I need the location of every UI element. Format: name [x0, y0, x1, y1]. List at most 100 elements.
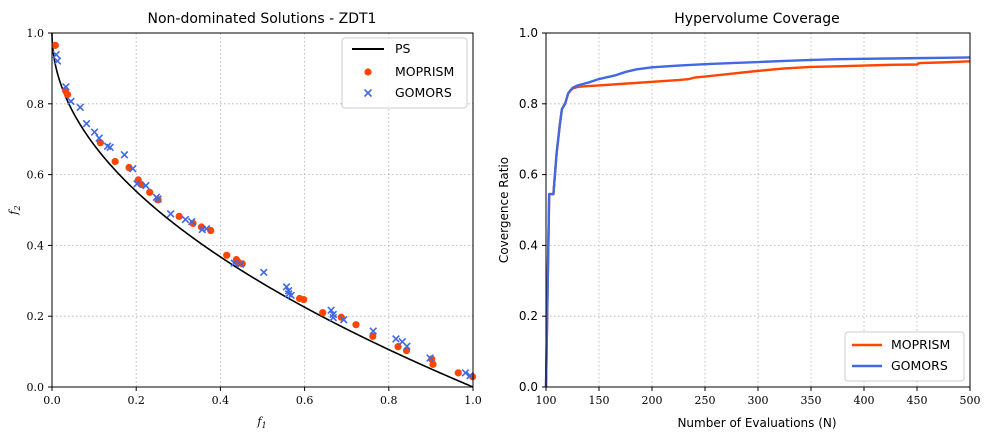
- y-tick-label: 0.4: [27, 239, 45, 252]
- gomors-point: [327, 306, 335, 315]
- moprism-point: [352, 321, 360, 329]
- x-tick-label: 350: [801, 394, 822, 407]
- legend-gomors-label: GOMORS: [891, 358, 948, 373]
- gomors-point: [62, 82, 70, 91]
- gomors-point: [287, 291, 295, 300]
- gomors-point: [52, 50, 61, 59]
- ticks: 0.0 0.2 0.4 0.6 0.8 1.0 0.0 0.2 0.4 0.6 0.8 1.0: [27, 27, 482, 407]
- gomors-point: [67, 97, 75, 106]
- gomors-point: [282, 282, 291, 291]
- gomors-point: [403, 342, 411, 351]
- legend-box: [341, 37, 468, 109]
- gomors-point: [236, 260, 245, 269]
- moprism-point: [63, 90, 72, 99]
- gomors-point: [259, 268, 268, 277]
- y-tick-label: 0.6: [519, 168, 538, 182]
- gomors-point: [392, 334, 400, 343]
- gomors-point: [466, 371, 474, 380]
- x-tick-label: 400: [854, 394, 875, 407]
- y-tick-label: 0.2: [519, 309, 538, 323]
- y-tick-label: 0.2: [27, 310, 45, 323]
- legend: PS MOPRISM GOMORS: [341, 37, 468, 109]
- gomors-point: [329, 313, 338, 322]
- x-axis-label: Number of Evaluations (N): [677, 416, 836, 430]
- moprism-point: [223, 251, 231, 259]
- plot-area: [51, 33, 477, 388]
- legend-gomors-label: GOMORS: [395, 85, 452, 100]
- y-tick-label: 0.0: [27, 381, 45, 394]
- x-tick-label: 300: [748, 394, 769, 407]
- pareto-front-panel: Non-dominated Solutions - ZDT1 0.0 0.2 0.4…: [7, 11, 482, 430]
- y-tick-label: 0.4: [519, 238, 538, 252]
- x-tick-label: 1.0: [464, 394, 482, 407]
- moprism-point: [369, 332, 377, 340]
- x-axis-label: f1: [256, 415, 266, 430]
- gomors-point: [461, 368, 470, 377]
- moprism-point: [146, 188, 154, 196]
- gomors-point: [339, 315, 348, 324]
- x-tick-label: 100: [536, 394, 557, 407]
- moprism-point: [429, 360, 437, 368]
- ticks: 100 150 200 250 300 350 400 450 500 0.0 0.2 0.4 0.6 0…: [519, 26, 981, 407]
- legend-moprism-label: MOPRISM: [891, 337, 950, 352]
- gomors-point: [154, 195, 162, 203]
- moprism-point: [111, 157, 119, 166]
- y-axis-label: Covergence Ratio: [497, 157, 511, 263]
- gomors-point: [90, 128, 99, 136]
- gomors-point: [202, 224, 211, 233]
- y-tick-label: 1.0: [27, 27, 45, 40]
- gomors-point: [426, 354, 434, 362]
- legend-moprism-label: MOPRISM: [395, 64, 454, 79]
- y-tick-label: 0.8: [519, 97, 538, 111]
- gomors-point: [329, 310, 338, 319]
- legend: MOPRISM GOMORS: [844, 331, 965, 382]
- gomors-point: [53, 57, 62, 65]
- gomors-point: [133, 179, 141, 188]
- x-tick-label: 0.6: [296, 394, 314, 407]
- gomors-point: [166, 210, 175, 218]
- gomors-point: [187, 217, 196, 226]
- moprism-point: [300, 295, 308, 304]
- moprism-point: [454, 369, 462, 377]
- legend-moprism-marker: [364, 68, 372, 76]
- x-tick-label: 0.4: [212, 394, 230, 407]
- x-tick-label: 200: [642, 394, 663, 407]
- gomors-point: [106, 143, 114, 152]
- moprism-point: [238, 260, 246, 268]
- moprism-point: [319, 309, 327, 317]
- x-tick-label: 500: [960, 394, 981, 407]
- chart-title: Non-dominated Solutions - ZDT1: [148, 11, 377, 27]
- moprism-point: [207, 226, 215, 235]
- y-tick-label: 0.8: [27, 98, 45, 111]
- y-tick-label: 0.0: [519, 380, 538, 394]
- x-tick-label: 150: [589, 394, 610, 407]
- x-tick-label: 0.8: [380, 394, 398, 407]
- x-tick-label: 450: [907, 394, 928, 407]
- y-tick-label: 0.6: [27, 169, 45, 182]
- y-tick-label: 1.0: [519, 26, 538, 40]
- gomors-point: [181, 215, 190, 224]
- legend-ps-label: PS: [395, 41, 411, 56]
- hypervolume-panel: Hypervolume Coverage 100 150 200 250 300 350 4…: [497, 11, 981, 430]
- moprism-point: [51, 41, 59, 49]
- gomors-point: [369, 327, 378, 335]
- y-axis-label: f2: [7, 205, 22, 215]
- x-tick-label: 0.2: [127, 394, 145, 407]
- gomors-point: [142, 181, 150, 190]
- gomors-point: [82, 119, 91, 128]
- gomors-point: [76, 103, 85, 112]
- gomors-point: [128, 164, 137, 173]
- gomors-point: [230, 259, 239, 267]
- moprism-point: [175, 212, 183, 220]
- gomors-line: [544, 56, 971, 388]
- gomors-point: [284, 286, 293, 295]
- legend-gomors-marker: [363, 88, 373, 98]
- chart-title: Hypervolume Coverage: [674, 11, 839, 27]
- gomors-point: [120, 150, 129, 159]
- gomors-point: [95, 134, 104, 143]
- x-tick-label: 250: [695, 394, 716, 407]
- plot-area: [544, 56, 971, 388]
- x-tick-label: 0.0: [43, 394, 61, 407]
- axes-frame: [51, 32, 474, 388]
